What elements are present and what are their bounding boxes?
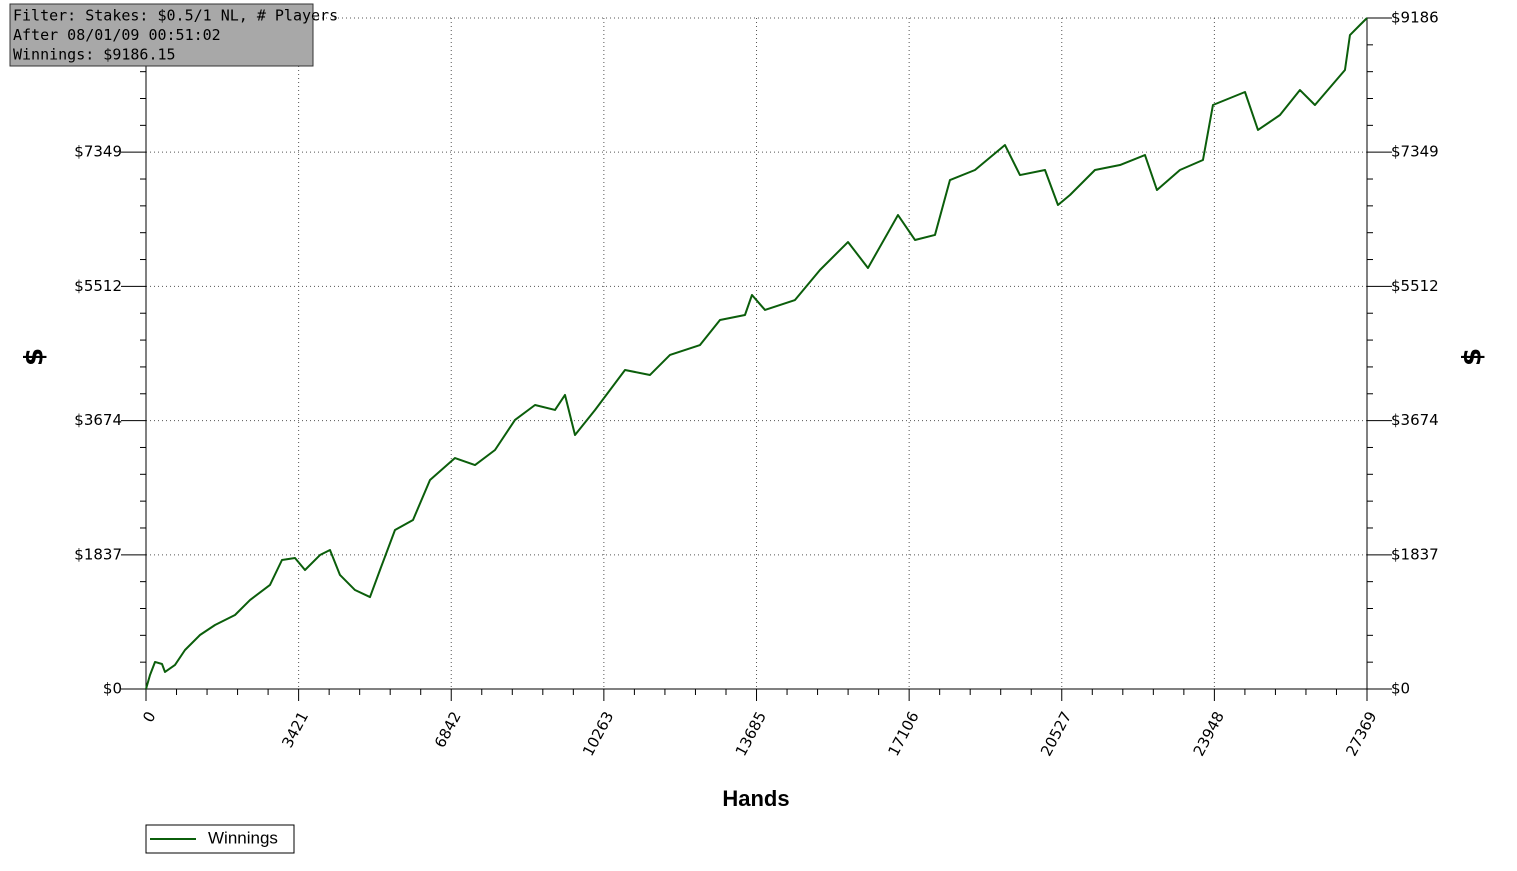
info-box <box>9 3 314 67</box>
x-tick-label: 10263 <box>579 709 617 760</box>
annotation: After 08/01/09 00:51:02 <box>13 26 221 44</box>
legend-label: Winnings <box>208 828 278 847</box>
x-tick-label: 13685 <box>732 709 770 760</box>
y-tick-label-right: $9186 <box>1391 9 1439 27</box>
x-tick-label: 20527 <box>1037 709 1075 760</box>
y-tick-label: $1837 <box>74 545 122 563</box>
y-tick-label: $7349 <box>74 143 122 161</box>
annotation: Winnings: $9186.15 <box>13 46 176 64</box>
x-tick-label: 6842 <box>431 709 465 751</box>
y-axis-label: $ <box>20 348 50 366</box>
y-tick-label: $5512 <box>74 277 122 295</box>
series-line <box>145 17 1368 690</box>
x-tick-label: 27369 <box>1342 709 1380 760</box>
annotation: Filter: Stakes: $0.5/1 NL, # Players <box>13 7 338 25</box>
x-tick-label: 3421 <box>278 709 312 751</box>
y-tick-label-right: $0 <box>1391 680 1410 698</box>
y-tick-label: $3674 <box>74 411 122 429</box>
y-tick-label-right: $1837 <box>1391 545 1439 563</box>
x-axis-label: Hands <box>722 786 789 811</box>
y-tick-label-right: $3674 <box>1391 411 1439 429</box>
y-tick-label: $0 <box>103 680 122 698</box>
y-tick-label-right: $5512 <box>1391 277 1439 295</box>
y-axis-label-right: $ <box>1458 348 1488 366</box>
y-tick-label-right: $7349 <box>1391 143 1439 161</box>
x-tick-label: 17106 <box>884 709 922 760</box>
x-tick-label: 0 <box>139 709 159 726</box>
x-tick-label: 23948 <box>1190 709 1228 760</box>
